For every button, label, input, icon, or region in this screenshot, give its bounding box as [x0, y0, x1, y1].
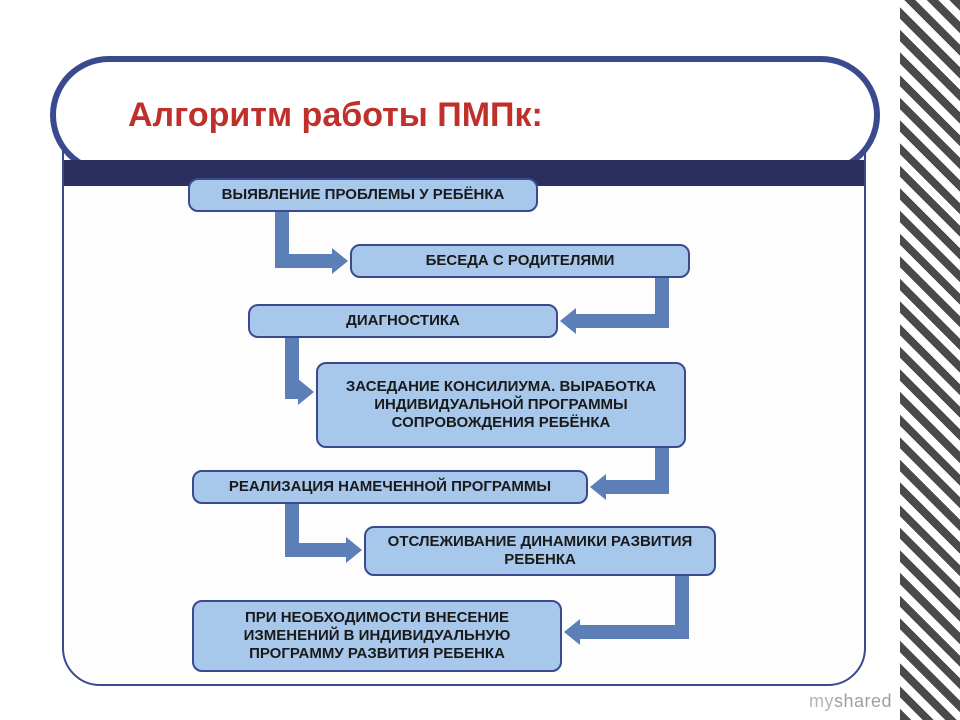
flowchart-arrow	[62, 72, 866, 686]
watermark-accent: shared	[834, 691, 892, 711]
side-hatch-pattern	[900, 0, 960, 720]
watermark-prefix: my	[809, 691, 834, 711]
watermark: myshared	[809, 691, 892, 712]
flowchart-canvas: ВЫЯВЛЕНИЕ ПРОБЛЕМЫ У РЕБЁНКАБЕСЕДА С РОД…	[62, 72, 866, 686]
